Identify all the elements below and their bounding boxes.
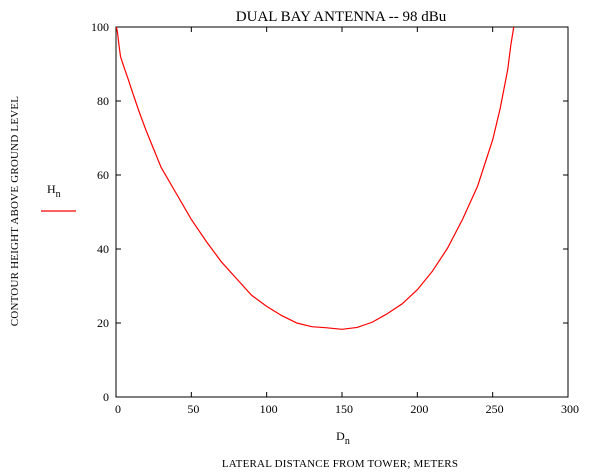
chart-title: DUAL BAY ANTENNA -- 98 dBu [236, 9, 447, 25]
x-axis-label: LATERAL DISTANCE FROM TOWER; METERS [222, 458, 458, 470]
y-tick-labels: 0 20 40 60 80 100 [91, 20, 109, 404]
y-tick-label: 40 [97, 242, 109, 256]
axis-ticks [115, 26, 569, 398]
plot-frame [115, 26, 569, 398]
legend: Hn [41, 182, 76, 212]
x-tick-label: 50 [187, 402, 199, 416]
y-axis-label: CONTOUR HEIGHT ABOVE GROUND LEVEL [9, 96, 21, 327]
x-tick-label: 200 [410, 402, 428, 416]
x-tick-labels: 0 50 100 150 200 250 300 [115, 402, 579, 416]
y-tick-label: 100 [91, 20, 109, 34]
x-tick-label: 300 [561, 402, 579, 416]
x-variable-label: Dn [336, 429, 350, 447]
series-line [115, 26, 515, 330]
x-tick-label: 0 [115, 402, 121, 416]
y-tick-label: 0 [103, 390, 109, 404]
y-tick-label: 80 [97, 94, 109, 108]
x-tick-label: 250 [486, 402, 504, 416]
x-tick-label: 150 [335, 402, 353, 416]
x-tick-label: 100 [260, 402, 278, 416]
y-tick-label: 60 [97, 168, 109, 182]
y-tick-label: 20 [97, 316, 109, 330]
legend-label: Hn [47, 182, 61, 200]
